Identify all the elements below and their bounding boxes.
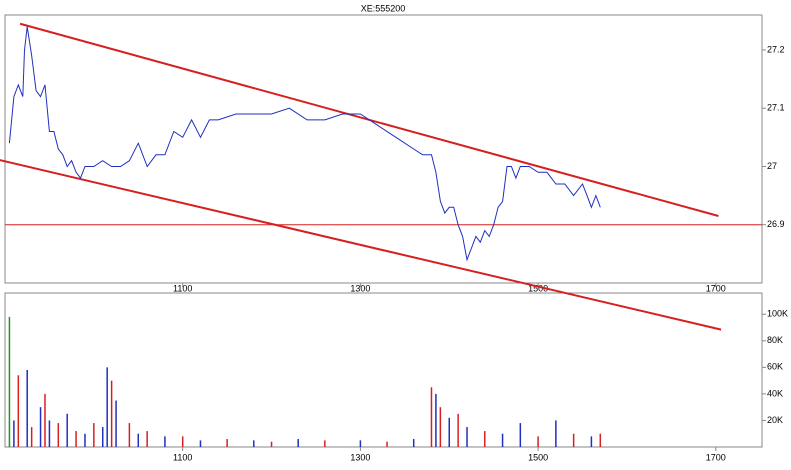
x-tick-label: 1300: [350, 452, 370, 462]
x-tick-label: 1700: [706, 283, 726, 293]
y-tick-label: 27: [767, 161, 777, 171]
y-tick-label: 27.2: [767, 44, 785, 54]
x-tick-label: 1500: [528, 452, 548, 462]
y-tick-label: 27.1: [767, 103, 785, 113]
x-tick-label: 1100: [173, 283, 192, 293]
y-tick-label: 40K: [767, 388, 783, 398]
y-tick-label: 60K: [767, 362, 783, 372]
x-tick-label: 1500: [528, 283, 548, 293]
trend-line: [0, 159, 722, 331]
price-panel: [4, 14, 763, 284]
volume-panel: [4, 292, 763, 448]
x-tick-label: 1300: [350, 283, 370, 293]
y-tick-label: 100K: [767, 309, 788, 319]
x-tick-label: 1700: [706, 452, 726, 462]
x-tick-label: 1100: [173, 452, 192, 462]
chart-title: XE:555200: [361, 3, 406, 13]
price-line: [8, 26, 601, 262]
y-tick-label: 80K: [767, 335, 783, 345]
y-tick-label: 26.9: [767, 219, 785, 229]
y-tick-label: 20K: [767, 415, 783, 425]
